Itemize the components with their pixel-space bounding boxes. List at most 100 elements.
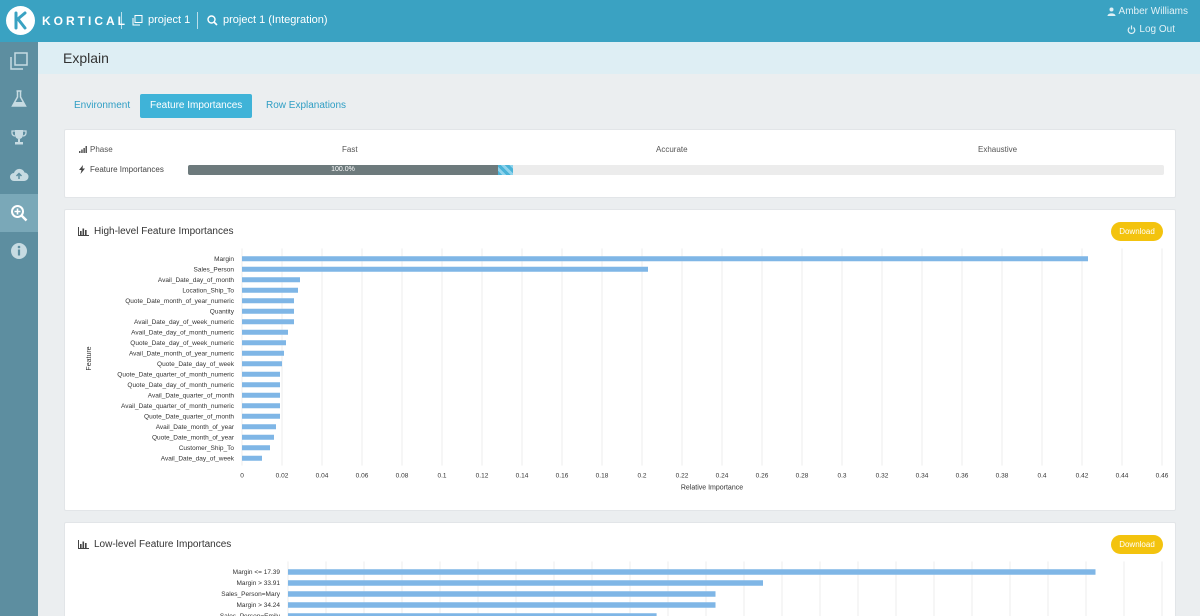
- breadcrumb-project-label: project 1: [148, 14, 191, 26]
- chart-category-label: Avail_Date_day_of_month: [158, 277, 235, 284]
- tab-feature-importances[interactable]: Feature Importances: [140, 94, 253, 118]
- chart-category-label: Customer_Ship_To: [179, 445, 235, 452]
- chart-category-label: Sales_Person: [194, 266, 235, 273]
- chart-bar: [288, 580, 763, 586]
- chart-category-label: Quote_Date_month_of_year: [152, 434, 235, 441]
- chart-tick-label: 0.16: [556, 473, 569, 480]
- sidebar-item-info[interactable]: [0, 232, 38, 270]
- chart-bar: [288, 591, 716, 597]
- chart-bar: [288, 613, 657, 616]
- sidebar-item-lab[interactable]: [0, 80, 38, 118]
- trophy-icon: [11, 130, 27, 145]
- sidebar-item-deploy[interactable]: [0, 156, 38, 194]
- phase-progress-fill: [188, 165, 498, 175]
- chart-bar: [242, 413, 280, 419]
- chart-bar: [242, 308, 294, 314]
- divider: [197, 12, 198, 29]
- chart-category-label: Margin > 34.24: [236, 602, 280, 609]
- page-header: Explain: [38, 42, 1200, 74]
- phase-stage-exhaustive: Exhaustive: [978, 145, 1018, 154]
- chart-tick-label: 0.36: [956, 473, 969, 480]
- chart-tick-label: 0.28: [796, 473, 809, 480]
- chart-category-label: Margin > 33.91: [236, 580, 280, 587]
- chart-category-label: Sales_Person=Emily: [220, 613, 281, 616]
- brand-name: KORTICAL: [42, 14, 128, 28]
- tab-row-explanations[interactable]: Row Explanations: [266, 100, 347, 111]
- top-bar: KORTICAL project 1 project 1 (Integratio…: [0, 0, 1200, 42]
- projects-icon: [10, 52, 28, 70]
- bolt-icon: [79, 165, 85, 174]
- low-level-chart-title-text: Low-level Feature Importances: [94, 539, 232, 550]
- bar-chart-icon: [78, 540, 89, 549]
- breadcrumb-project[interactable]: project 1: [132, 14, 190, 26]
- chart-bar: [242, 256, 1088, 262]
- logout-button[interactable]: Log Out: [1127, 24, 1175, 35]
- chart-bar: [242, 445, 270, 451]
- high-level-chart-title-text: High-level Feature Importances: [94, 226, 234, 237]
- chart-bar: [242, 434, 274, 440]
- bar-chart-icon: [78, 227, 89, 236]
- download-button[interactable]: Download: [1111, 222, 1163, 241]
- phase-stage-fast: Fast: [342, 145, 358, 154]
- phase-header: Phase: [79, 145, 113, 154]
- page-title: Explain: [63, 50, 109, 66]
- chart-category-label: Margin <= 17.39: [233, 569, 281, 576]
- chart-tick-label: 0.3: [837, 473, 846, 480]
- chart-tick-label: 0.1: [437, 473, 446, 480]
- breadcrumb-environment-label: project 1 (Integration): [223, 14, 328, 26]
- phase-stage-accurate: Accurate: [656, 145, 688, 154]
- chart-category-label: Quote_Date_month_of_year_numeric: [125, 298, 235, 305]
- chart-y-axis-label: Feature: [86, 346, 93, 370]
- chart-category-label: Avail_Date_day_of_month_numeric: [131, 329, 235, 336]
- chart-category-label: Margin: [214, 256, 234, 263]
- phase-header-label: Phase: [90, 145, 113, 154]
- chart-tick-label: 0.14: [516, 473, 529, 480]
- chart-category-label: Sales_Person=Mary: [221, 591, 280, 598]
- power-icon: [1128, 25, 1136, 34]
- high-level-chart-title: High-level Feature Importances: [78, 226, 234, 237]
- low-level-chart-panel: Low-level Feature Importances Download M…: [64, 522, 1176, 616]
- divider: [121, 12, 122, 29]
- chart-category-label: Avail_Date_month_of_year: [156, 424, 235, 431]
- chart-category-label: Quantity: [210, 308, 235, 315]
- chart-bar: [242, 392, 280, 398]
- search-plus-icon: [11, 205, 28, 222]
- download-button[interactable]: Download: [1111, 535, 1163, 554]
- user-menu[interactable]: Amber Williams: [1107, 6, 1188, 17]
- sidebar-item-explain[interactable]: [0, 194, 38, 232]
- copy-icon: [132, 14, 143, 25]
- info-icon: [11, 243, 27, 259]
- chart-bar: [242, 287, 298, 293]
- chart-tick-label: 0.06: [356, 473, 369, 480]
- chart-bar: [242, 329, 288, 335]
- tab-environment[interactable]: Environment: [74, 100, 131, 111]
- chart-category-label: Avail_Date_quarter_of_month_numeric: [121, 403, 235, 410]
- cloud-upload-icon: [10, 168, 29, 182]
- chart-tick-label: 0.02: [276, 473, 289, 480]
- breadcrumb-environment[interactable]: project 1 (Integration): [207, 14, 328, 26]
- chart-tick-label: 0.34: [916, 473, 929, 480]
- chart-bar: [242, 319, 294, 325]
- chart-tick-label: 0.42: [1076, 473, 1089, 480]
- chart-tick-label: 0.32: [876, 473, 889, 480]
- chart-category-label: Quote_Date_day_of_month_numeric: [127, 382, 234, 389]
- sidebar: [0, 42, 38, 616]
- chart-tick-label: 0.04: [316, 473, 329, 480]
- low-level-chart-title: Low-level Feature Importances: [78, 539, 231, 550]
- chart-tick-label: 0.44: [1116, 473, 1129, 480]
- high-level-chart-panel: High-level Feature Importances Download …: [64, 209, 1176, 511]
- user-icon: [1107, 7, 1116, 16]
- phase-row-label: Feature Importances: [79, 165, 164, 174]
- sidebar-item-leaderboard[interactable]: [0, 118, 38, 156]
- chart-category-label: Quote_Date_day_of_week: [157, 361, 235, 368]
- chart-bar: [242, 266, 648, 272]
- chart-tick-label: 0.08: [396, 473, 409, 480]
- kortical-logo[interactable]: [6, 6, 35, 35]
- chart-bar: [242, 455, 262, 461]
- chart-category-label: Quote_Date_quarter_of_month_numeric: [117, 371, 234, 378]
- chart-tick-label: 0.22: [676, 473, 689, 480]
- chart-category-label: Location_Ship_To: [182, 287, 234, 294]
- chart-tick-label: 0.46: [1156, 473, 1169, 480]
- phase-row-label-text: Feature Importances: [90, 165, 164, 174]
- sidebar-item-projects[interactable]: [0, 42, 38, 80]
